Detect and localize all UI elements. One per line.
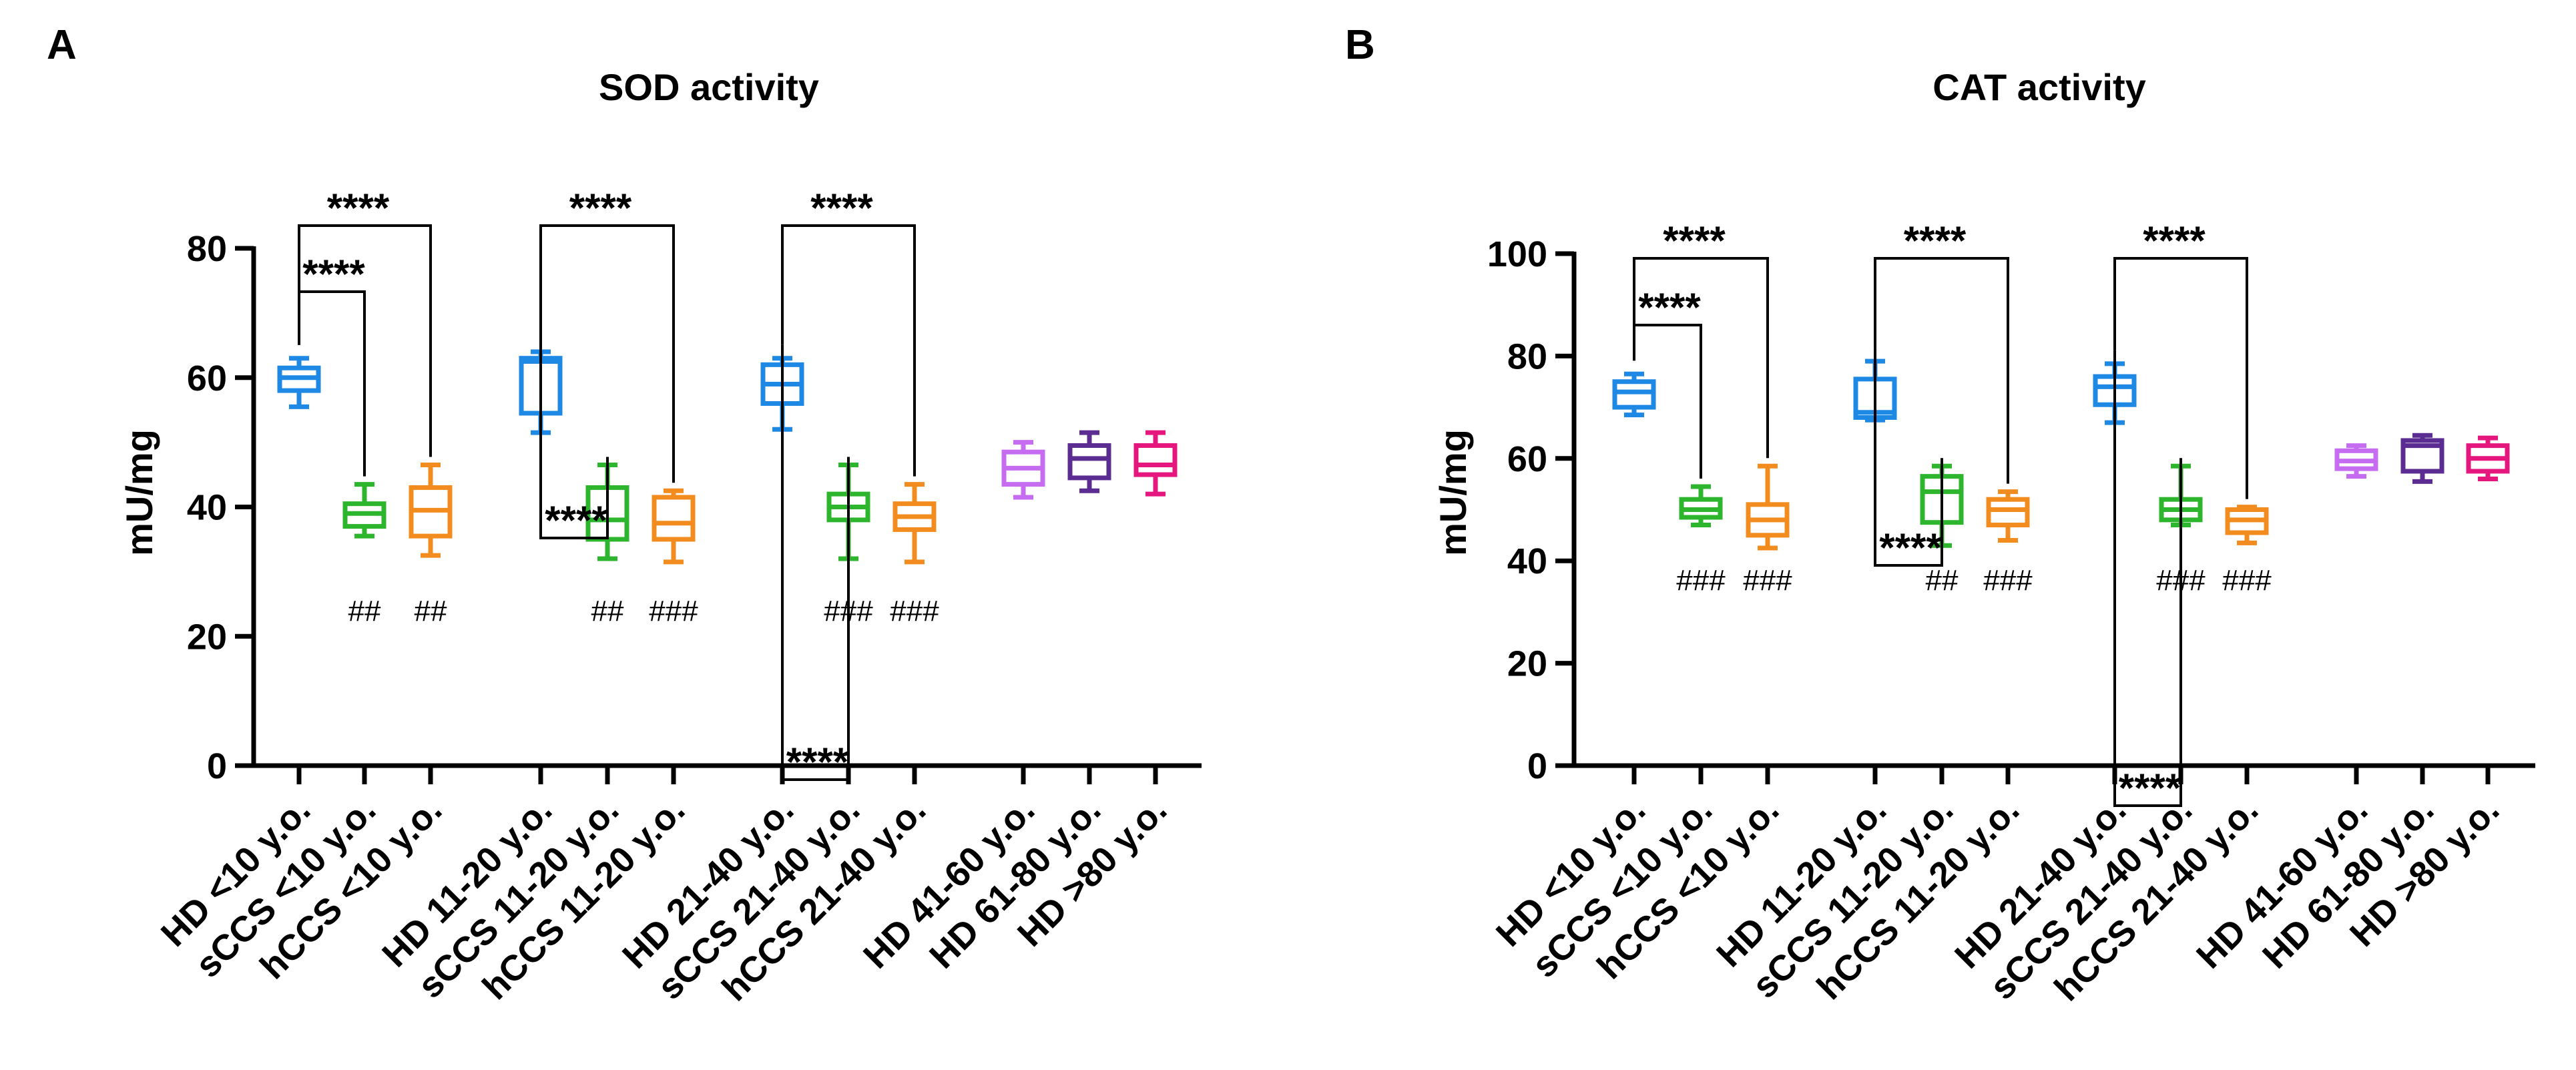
panel-b-box-5 [1986,489,2030,543]
panel-b-significance-label: **** [1904,218,1967,263]
panel-b-significance-bracket: **** [2113,218,2248,499]
panel-a-significance-line [781,344,850,781]
panel-b-box-8 [2225,505,2269,545]
panel-b-box-11 [2466,435,2510,481]
panel-a-significance-label: **** [810,186,873,230]
panel-b-y-tick-label: 20 [1507,644,1547,684]
panel-a-significance-bracket: **** [298,252,366,477]
panel-b-hash-mark: ### [1676,564,1726,597]
panel-b-significance-bracket: **** [1874,348,1943,570]
panel-b-significance-label: **** [1663,218,1726,263]
panel-a-hash-mark: ## [591,595,624,627]
panel-a-box-5 [652,488,696,565]
panel-a-hash-mark: ### [649,595,698,627]
panel-a-significance-label: **** [327,186,390,230]
panel-b-y-tick-label: 80 [1507,336,1547,376]
panel-b-significance-line [1633,257,1769,459]
panel-b-y-tick-label: 40 [1507,541,1547,581]
panel-b-y-tick-label: 0 [1527,746,1547,786]
panel-a-box-body [1067,443,1111,481]
panel-b-box-body [1986,497,2030,528]
panel-b-y-tick-label: 100 [1487,234,1547,274]
panel-a-significance-line [298,224,432,457]
panel-b-box-10 [2400,433,2444,484]
panel-b-hash-mark: ### [2222,564,2272,597]
panel-a-significance-bracket: **** [539,338,609,543]
panel-b-significance-label: **** [1638,285,1701,330]
panel-a-box-9 [1001,440,1045,500]
panel-a-box-8 [892,482,937,565]
panel-a-significance-label: **** [302,252,365,296]
panel-a-box-0 [277,356,321,409]
panel-a-significance-bracket: **** [539,186,675,483]
panel-letter-a: A [47,22,77,68]
panel-a-hash-mark: ### [890,595,939,627]
panel-a-box-10 [1067,430,1111,493]
panel-b-box-1 [1679,484,1723,528]
panel-a-hash-mark: ## [415,595,447,627]
panel-b-significance-bracket: **** [1874,218,2009,484]
panel-a-box-1 [342,482,387,539]
panel-a-hash-mark: ## [348,595,381,627]
panel-b-hash-mark: ## [1926,564,1959,597]
panel-a-significance-label: **** [545,498,607,543]
panel-a-significance-label: **** [786,740,849,784]
panel-b-box-9 [2334,443,2378,479]
panel-a-significance-line [539,224,675,483]
panel-a-box-2 [409,463,453,558]
panel-a-y-axis-label: mU/mg [118,429,160,556]
panel-a-box-11 [1133,430,1178,497]
panel-a-significance-label: **** [569,186,632,230]
panel-a-significance-bracket: **** [781,344,850,784]
panel-b-significance-label: **** [2119,766,2181,810]
panel-a-y-tick-label: 20 [187,617,227,657]
panel-b-hash-mark: ### [2156,564,2206,597]
panel-a-y-tick-label: 0 [207,746,227,786]
panel-b-box-0 [1612,371,1656,418]
panel-a-significance-bracket: **** [298,186,432,457]
panel-a-box-body [652,495,696,542]
panel-b-significance-bracket: **** [2113,350,2182,810]
panel-b-hash-mark: ### [1743,564,1792,597]
panel-a-y-tick-label: 80 [187,229,227,269]
panel-b-title: CAT activity [1933,66,2145,108]
panel-b-significance-bracket: **** [1633,218,1769,459]
panel-b-y-axis-label: mU/mg [1432,429,1474,556]
panel-b-box-2 [1746,463,1790,551]
panel-a-hash-mark: ### [824,595,873,627]
panel-a-significance-line [539,338,609,539]
panel-a-y-tick-label: 60 [187,358,227,398]
panel-b-significance-label: **** [1879,525,1942,570]
panel-b-box-body [1612,379,1656,410]
panel-a-significance-line [781,224,916,477]
panel-b-significance-line [2113,350,2182,807]
panel-b-significance-line [1874,257,2009,484]
panel-b-significance-label: **** [2143,218,2206,263]
panel-b-y-tick-label: 60 [1507,439,1547,479]
panel-a-y-tick-label: 40 [187,488,227,528]
panel-b-significance-line [1874,348,1943,567]
panel-a-box-body [1133,443,1178,477]
panel-a-title: SOD activity [599,66,819,108]
panel-letter-b: B [1345,22,1375,68]
panel-b-significance-line [2113,257,2248,499]
panel-b-hash-mark: ### [1983,564,2033,597]
panel-a-significance-bracket: **** [781,186,916,477]
